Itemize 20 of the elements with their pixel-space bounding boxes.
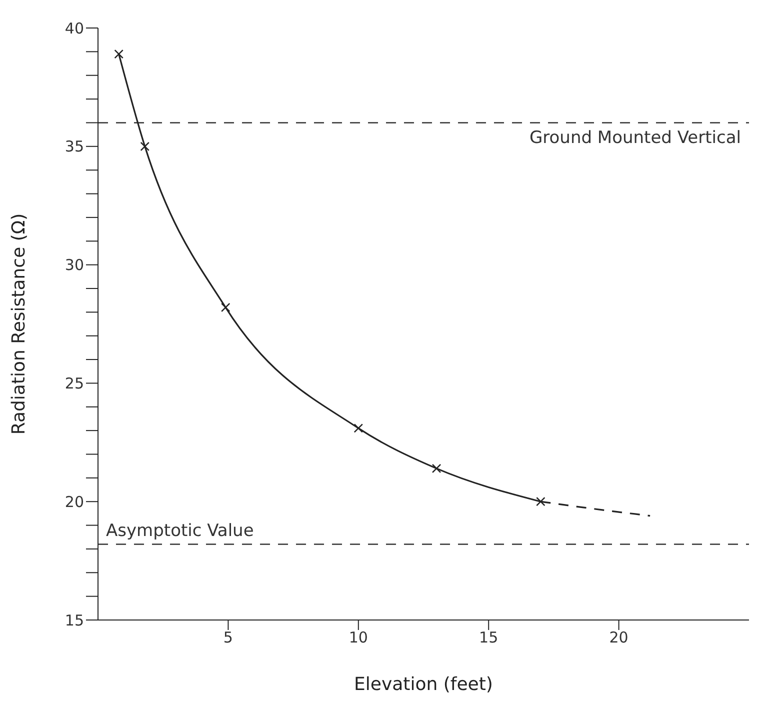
y-tick-label: 25 [64,374,84,393]
x-axis-title: Elevation (feet) [354,674,493,695]
x-tick-label: 20 [609,628,628,647]
point [536,496,546,506]
ref-line-label: Asymptotic Value [106,521,254,542]
point [354,424,364,433]
point [140,142,150,152]
y-tick-label: 30 [64,256,84,274]
point [114,49,124,59]
y-axis-title: Radiation Resistance (Ω) [8,213,30,435]
point [432,464,442,474]
y-tick-label: 35 [64,138,84,156]
y-tick-label: 40 [64,19,84,38]
y-tick-label: 15 [64,611,84,630]
x-tick-label: 15 [479,628,498,647]
point [220,302,230,312]
x-tick-label: 5 [223,628,233,647]
x-tick-label: 10 [348,628,368,647]
ref-line-label: Ground Mounted Vertical [529,128,741,148]
y-tick-label: 20 [64,492,84,511]
